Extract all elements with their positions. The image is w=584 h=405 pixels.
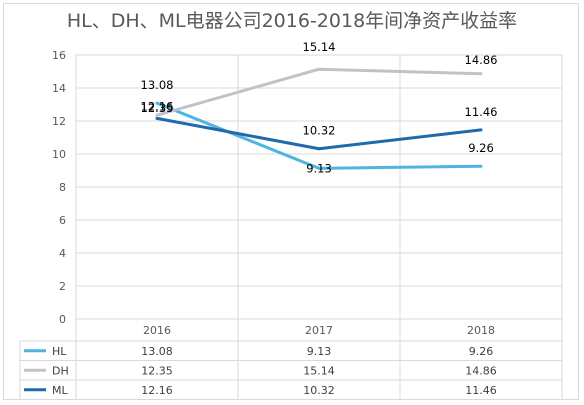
data-label-HL-2018: 9.26 (468, 141, 494, 155)
data-label-DH-2018: 14.86 (465, 53, 498, 67)
table-cell-DH-2017: 15.14 (303, 364, 335, 377)
table-row-label-ML: ML (52, 384, 68, 397)
table-row-label-HL: HL (52, 345, 67, 358)
table-cell-HL-2017: 9.13 (307, 345, 332, 358)
data-label-HL-2017: 9.13 (306, 161, 332, 175)
y-tick-label-6: 6 (59, 214, 66, 227)
y-tick-label-8: 8 (59, 181, 66, 194)
data-point-ML-2018 (479, 128, 483, 132)
table-cell-DH-2016: 12.35 (141, 364, 173, 377)
table-cell-ML-2018: 11.46 (465, 384, 497, 397)
data-label-ML-2018: 11.46 (465, 105, 498, 119)
data-point-DH-2017 (317, 67, 321, 71)
data-point-HL-2017 (317, 166, 321, 170)
series-line-DH (156, 67, 482, 117)
data-point-DH-2016 (155, 113, 159, 117)
y-tick-label-4: 4 (59, 247, 66, 260)
table-row-label-DH: DH (52, 364, 69, 377)
table-cell-HL-2016: 13.08 (141, 345, 173, 358)
data-label-HL-2016: 13.08 (141, 78, 174, 92)
data-label-ML-2017: 10.32 (303, 124, 336, 138)
data-point-ML-2016 (155, 116, 159, 120)
y-tick-label-12: 12 (52, 115, 66, 128)
data-point-HL-2016 (155, 101, 159, 105)
y-tick-label-16: 16 (52, 49, 66, 62)
table-cell-ML-2017: 10.32 (303, 384, 335, 397)
data-label-DH-2017: 15.14 (303, 40, 336, 54)
table-cell-ML-2016: 12.16 (141, 384, 173, 397)
y-tick-label-14: 14 (52, 82, 66, 95)
x-tick-label-2016: 2016 (143, 324, 171, 337)
data-point-ML-2017 (317, 147, 321, 151)
data-point-HL-2018 (479, 164, 483, 168)
y-tick-label-10: 10 (52, 148, 66, 161)
chart-title: HL、DH、ML电器公司2016-2018年间净资产收益率 (66, 10, 518, 32)
data-label-ML-2016: 12.16 (141, 99, 174, 113)
y-tick-label-0: 0 (59, 313, 66, 326)
table-cell-HL-2018: 9.26 (469, 345, 494, 358)
x-tick-label-2018: 2018 (467, 324, 495, 337)
data-label-DH-2016: 12.35 (141, 101, 174, 115)
data-point-DH-2018 (479, 72, 483, 76)
table-cell-DH-2018: 14.86 (465, 364, 497, 377)
y-tick-label-2: 2 (59, 280, 66, 293)
x-tick-label-2017: 2017 (305, 324, 333, 337)
chart-frame (3, 3, 579, 400)
